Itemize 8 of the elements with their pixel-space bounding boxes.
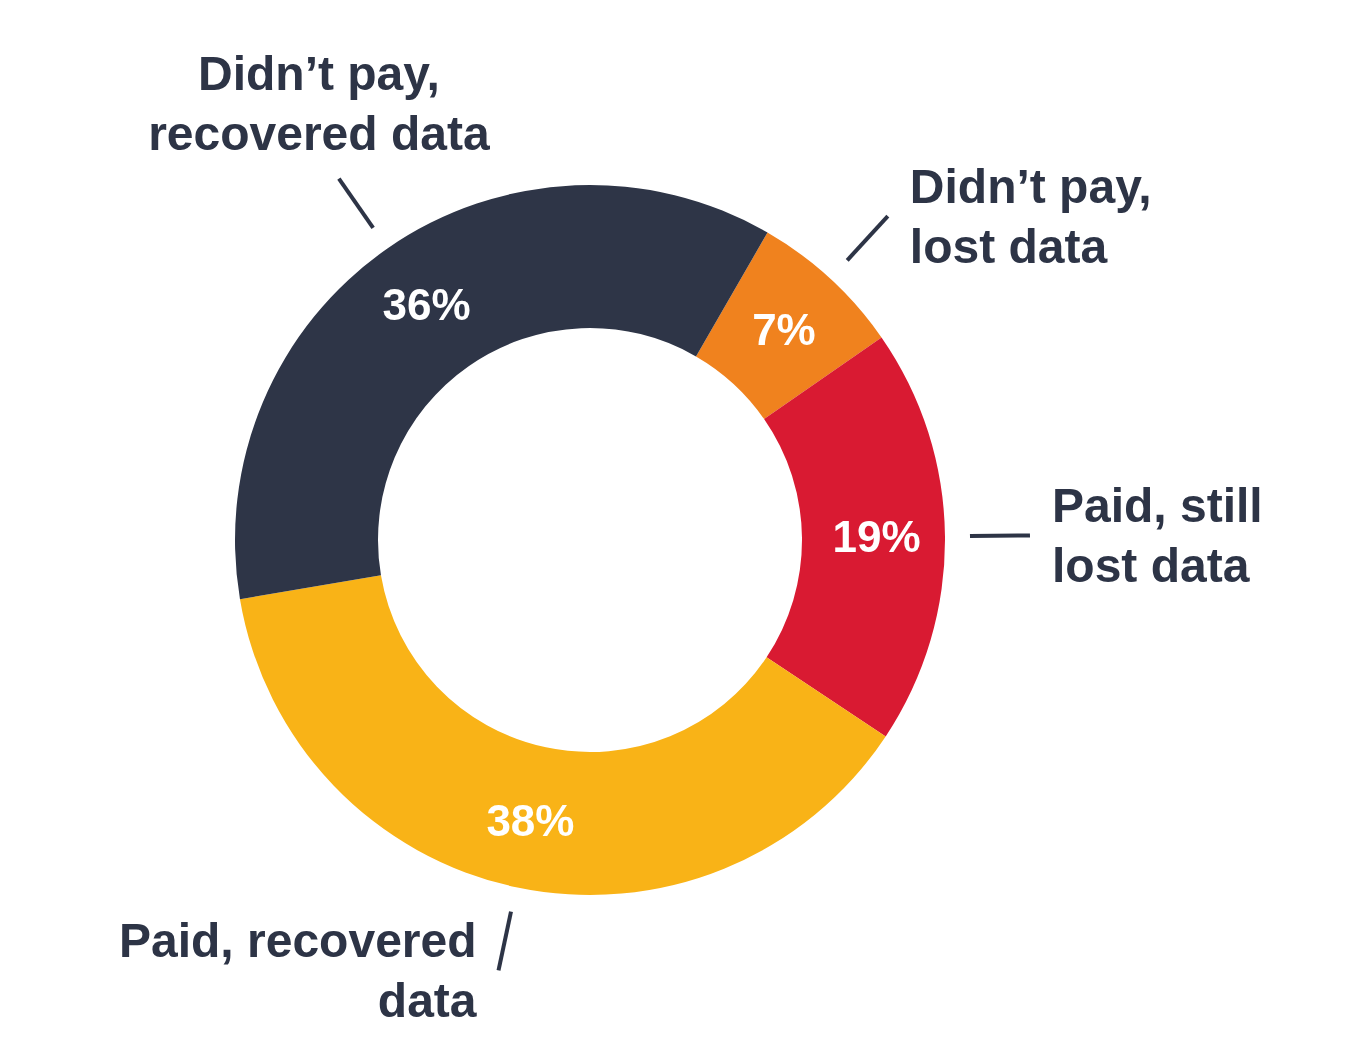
data-label: 36% (382, 280, 471, 330)
data-label: 7% (752, 304, 816, 354)
slice-label: Didn’t pay, recovered data (148, 47, 490, 161)
slice-label: Paid, still lost data (1051, 478, 1263, 592)
data-label: 38% (486, 795, 575, 845)
data-label: 19% (832, 512, 921, 562)
slice-label: Paid, recovered data (119, 913, 477, 1027)
slice-label: Didn’t pay, lost data (909, 159, 1152, 273)
